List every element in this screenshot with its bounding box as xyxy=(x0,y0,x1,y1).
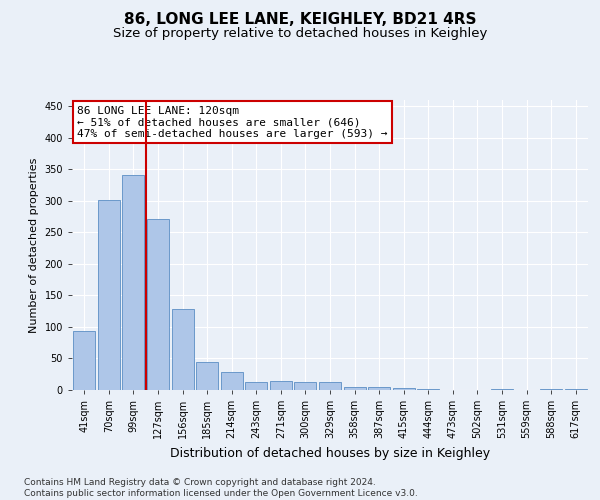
Text: Contains HM Land Registry data © Crown copyright and database right 2024.
Contai: Contains HM Land Registry data © Crown c… xyxy=(24,478,418,498)
Bar xyxy=(344,387,365,390)
Bar xyxy=(196,362,218,390)
Text: 86 LONG LEE LANE: 120sqm
← 51% of detached houses are smaller (646)
47% of semi-: 86 LONG LEE LANE: 120sqm ← 51% of detach… xyxy=(77,106,388,139)
Bar xyxy=(392,388,415,390)
X-axis label: Distribution of detached houses by size in Keighley: Distribution of detached houses by size … xyxy=(170,446,490,460)
Text: Size of property relative to detached houses in Keighley: Size of property relative to detached ho… xyxy=(113,28,487,40)
Bar xyxy=(98,200,120,390)
Bar xyxy=(147,218,169,390)
Bar xyxy=(172,310,194,390)
Y-axis label: Number of detached properties: Number of detached properties xyxy=(29,158,39,332)
Bar xyxy=(73,332,95,390)
Bar xyxy=(221,372,243,390)
Bar xyxy=(319,382,341,390)
Bar xyxy=(368,388,390,390)
Bar xyxy=(245,382,268,390)
Bar xyxy=(295,382,316,390)
Text: 86, LONG LEE LANE, KEIGHLEY, BD21 4RS: 86, LONG LEE LANE, KEIGHLEY, BD21 4RS xyxy=(124,12,476,28)
Bar xyxy=(270,381,292,390)
Bar xyxy=(122,175,145,390)
